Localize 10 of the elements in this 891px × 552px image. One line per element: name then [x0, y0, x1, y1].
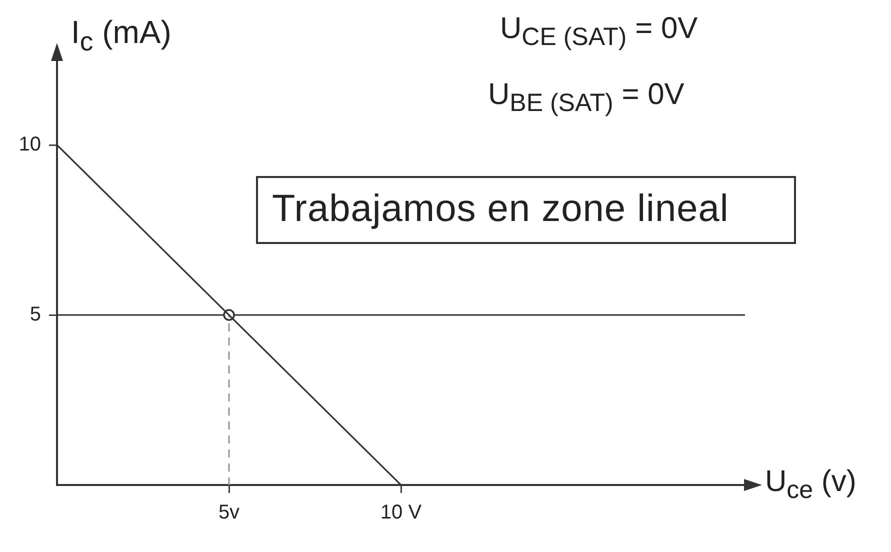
- annotation: Trabajamos en zone lineal: [272, 188, 729, 232]
- y-tick-label: 10: [18, 134, 41, 156]
- x-tick-label: 10 V: [380, 502, 422, 524]
- y-tick-label: 5: [30, 304, 41, 326]
- y-axis-title: I$_{c}$ (mA): [71, 14, 172, 58]
- x-axis-title: U$_{ce}$ (v): [765, 465, 856, 505]
- text: U$_{CE (SAT)}$ = 0V: [500, 12, 698, 52]
- box-outline: Trabajamos en zone lineal: [256, 176, 796, 244]
- x-tick-label: 5v: [218, 502, 240, 524]
- annotation: U$_{BE (SAT)}$ = 0V: [488, 78, 684, 118]
